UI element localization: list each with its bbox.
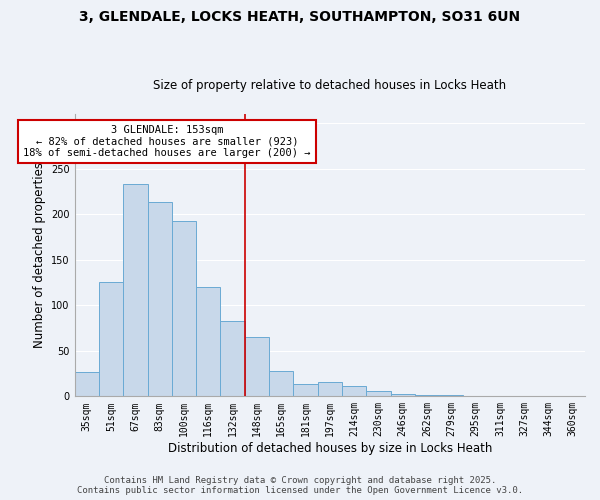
Bar bbox=[415, 394, 439, 396]
Bar bbox=[148, 202, 172, 396]
Bar bbox=[439, 394, 463, 396]
Bar bbox=[366, 391, 391, 396]
Bar bbox=[123, 184, 148, 396]
Title: Size of property relative to detached houses in Locks Heath: Size of property relative to detached ho… bbox=[153, 79, 506, 92]
Bar bbox=[293, 384, 317, 396]
Bar bbox=[172, 220, 196, 396]
Text: 3 GLENDALE: 153sqm
← 82% of detached houses are smaller (923)
18% of semi-detach: 3 GLENDALE: 153sqm ← 82% of detached hou… bbox=[23, 125, 311, 158]
Bar bbox=[391, 394, 415, 396]
X-axis label: Distribution of detached houses by size in Locks Heath: Distribution of detached houses by size … bbox=[167, 442, 492, 455]
Bar bbox=[342, 386, 366, 396]
Bar bbox=[245, 337, 269, 396]
Bar bbox=[220, 320, 245, 396]
Bar bbox=[269, 371, 293, 396]
Text: 3, GLENDALE, LOCKS HEATH, SOUTHAMPTON, SO31 6UN: 3, GLENDALE, LOCKS HEATH, SOUTHAMPTON, S… bbox=[79, 10, 521, 24]
Bar bbox=[74, 372, 99, 396]
Bar bbox=[99, 282, 123, 397]
Bar bbox=[196, 287, 220, 397]
Bar bbox=[317, 382, 342, 396]
Y-axis label: Number of detached properties: Number of detached properties bbox=[32, 162, 46, 348]
Text: Contains HM Land Registry data © Crown copyright and database right 2025.
Contai: Contains HM Land Registry data © Crown c… bbox=[77, 476, 523, 495]
